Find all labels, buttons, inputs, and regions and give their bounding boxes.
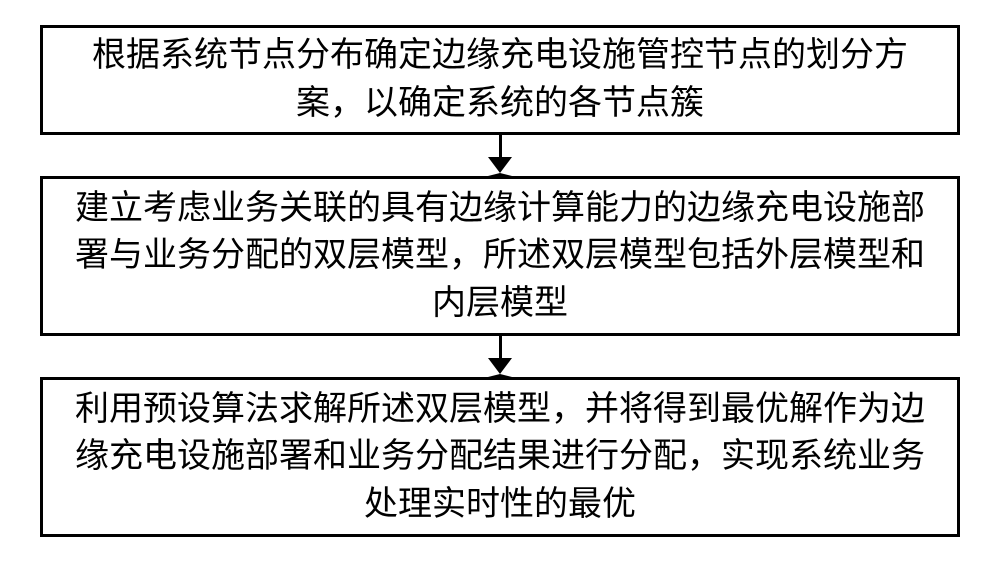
flowchart-step-3: 利用预设算法求解所述双层模型，并将得到最优解作为边缘充电设施部署和业务分配结果进…: [40, 377, 960, 537]
flowchart-step-1: 根据系统节点分布确定边缘充电设施管控节点的划分方案，以确定系统的各节点簇: [40, 25, 960, 135]
arrow-head-icon: [488, 157, 512, 176]
arrow-2-to-3: [488, 336, 512, 377]
flowchart-step-2: 建立考虑业务关联的具有边缘计算能力的边缘充电设施部署与业务分配的双层模型，所述双…: [40, 176, 960, 336]
arrow-line: [499, 135, 502, 157]
arrow-1-to-2: [488, 135, 512, 176]
step-2-text: 建立考虑业务关联的具有边缘计算能力的边缘充电设施部署与业务分配的双层模型，所述双…: [59, 185, 941, 328]
arrow-line: [499, 336, 502, 358]
step-3-text: 利用预设算法求解所述双层模型，并将得到最优解作为边缘充电设施部署和业务分配结果进…: [59, 386, 941, 529]
arrow-head-icon: [488, 358, 512, 377]
step-1-text: 根据系统节点分布确定边缘充电设施管控节点的划分方案，以确定系统的各节点簇: [59, 32, 941, 127]
flowchart-container: 根据系统节点分布确定边缘充电设施管控节点的划分方案，以确定系统的各节点簇 建立考…: [20, 25, 980, 537]
